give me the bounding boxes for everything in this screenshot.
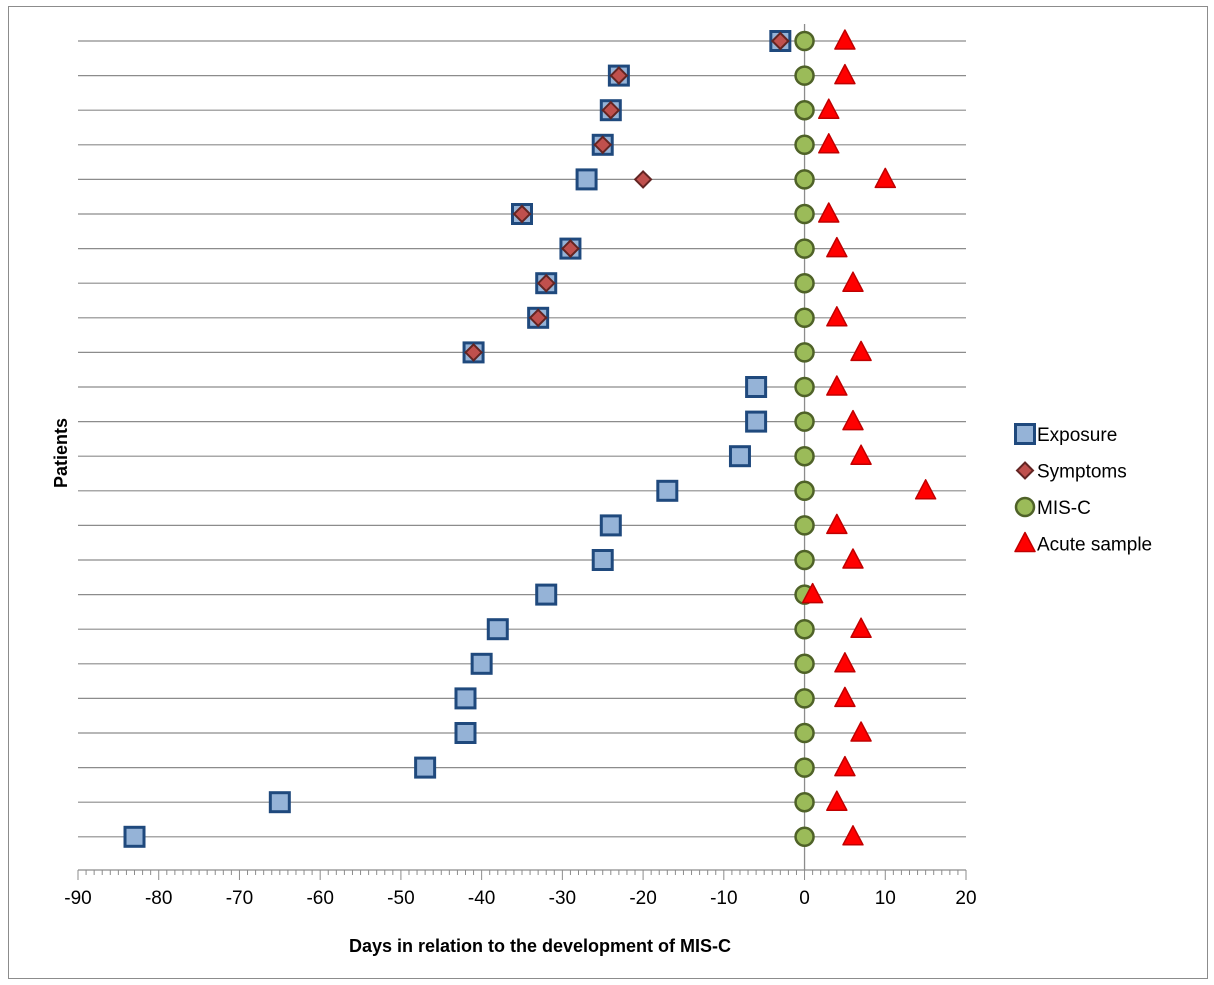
legend-key-symptoms <box>1015 461 1035 480</box>
y-axis-title: Patients <box>51 418 71 488</box>
mis-c-marker <box>794 618 815 640</box>
mis-c-marker <box>794 480 815 502</box>
acute-sample-marker <box>850 617 872 638</box>
acute-sample-marker <box>842 409 864 431</box>
symptoms-marker <box>609 66 629 86</box>
legend-label-exposure: Exposure <box>1037 425 1117 446</box>
acute-sample-marker <box>818 98 840 119</box>
acute-sample-marker <box>834 29 856 50</box>
x-tick-label: -20 <box>629 888 656 909</box>
symptoms-marker <box>528 308 548 328</box>
symptoms-marker <box>593 135 613 155</box>
legend-label-symptoms: Symptoms <box>1037 462 1127 483</box>
acute-sample-marker <box>826 513 848 535</box>
mis-c-marker <box>794 272 815 294</box>
exposure-marker <box>591 549 614 571</box>
exposure-marker <box>414 756 437 779</box>
acute-sample-marker <box>914 479 937 500</box>
exposure-marker <box>454 722 477 744</box>
acute-sample-marker <box>826 306 848 327</box>
acute-sample-marker <box>842 825 864 846</box>
mis-c-marker <box>794 688 815 709</box>
symptoms-marker <box>770 31 790 51</box>
x-tick-label: -90 <box>64 888 91 909</box>
mis-c-marker <box>794 791 815 813</box>
exposure-marker <box>470 652 493 675</box>
mis-c-marker <box>794 203 815 225</box>
x-tick-label: -60 <box>306 888 333 909</box>
acute-sample-marker <box>826 790 848 811</box>
mis-c-marker <box>794 515 815 536</box>
symptoms-marker <box>536 273 556 293</box>
symptoms-marker <box>464 342 483 362</box>
acute-sample-marker <box>834 652 856 673</box>
mis-c-marker <box>794 376 815 398</box>
mis-c-marker <box>794 549 815 571</box>
acute-sample-marker <box>850 444 872 465</box>
legend-label-acute-sample: Acute sample <box>1037 535 1152 556</box>
acute-sample-marker <box>826 236 848 258</box>
x-tick-label: 10 <box>875 888 896 909</box>
x-tick-label: 20 <box>955 888 976 909</box>
x-tick-label: -10 <box>710 888 737 909</box>
data-markers <box>123 29 937 848</box>
mis-c-marker <box>794 99 815 121</box>
mis-c-marker <box>794 30 815 52</box>
exposure-marker <box>745 376 768 398</box>
chart-area <box>8 6 1208 979</box>
exposure-marker <box>486 618 509 641</box>
acute-sample-marker <box>834 686 856 708</box>
x-tick-label: -30 <box>549 888 576 909</box>
x-axis-title: Days in relation to the development of M… <box>349 936 731 956</box>
acute-sample-marker <box>842 271 864 292</box>
exposure-marker <box>728 445 751 468</box>
legend-key-exposure <box>1014 423 1036 445</box>
exposure-marker <box>454 687 477 710</box>
exposure-marker <box>268 791 291 814</box>
legend-key-acute-sample <box>1014 531 1036 553</box>
gridlines <box>78 40 966 838</box>
mis-c-marker <box>794 826 815 848</box>
mis-c-marker <box>794 342 815 363</box>
acute-sample-marker <box>826 375 848 396</box>
legend: Exposure Symptoms MIS-C Acute sample <box>1014 423 1152 556</box>
exposure-marker <box>745 410 768 433</box>
symptoms-marker <box>561 239 580 259</box>
legend-label-mis-c: MIS-C <box>1037 498 1091 519</box>
mis-c-marker <box>794 653 815 675</box>
acute-sample-marker <box>818 133 840 154</box>
mis-c-marker <box>794 134 815 156</box>
acute-sample-marker <box>834 755 856 777</box>
exposure-marker <box>656 479 679 502</box>
exposure-marker <box>599 514 622 537</box>
acute-sample-marker <box>834 63 856 85</box>
x-tick-label: -50 <box>387 888 414 909</box>
exposure-marker <box>535 583 558 606</box>
x-tick-label: -40 <box>468 888 495 909</box>
x-tick-label: -70 <box>226 888 253 909</box>
x-tick-label: 0 <box>799 888 810 909</box>
mis-c-marker <box>794 307 815 329</box>
mis-c-marker <box>794 238 815 259</box>
mis-c-marker <box>794 65 815 86</box>
acute-sample-marker <box>850 340 872 362</box>
acute-sample-marker <box>874 167 897 189</box>
acute-sample-marker <box>801 582 824 604</box>
symptoms-marker <box>601 100 621 120</box>
exposure-marker <box>575 168 598 191</box>
symptoms-marker <box>512 204 532 224</box>
mis-c-marker <box>794 445 815 467</box>
acute-sample-marker <box>818 202 840 223</box>
exposure-marker <box>123 825 146 848</box>
mis-c-marker <box>794 722 815 744</box>
legend-key-mis-c <box>1014 496 1036 518</box>
mis-c-marker <box>794 169 815 190</box>
acute-sample-marker <box>842 548 864 569</box>
x-tick-label: -80 <box>145 888 172 909</box>
acute-sample-marker <box>850 721 872 742</box>
mis-c-marker <box>794 411 815 432</box>
mis-c-marker <box>794 757 815 778</box>
symptoms-marker <box>633 169 653 189</box>
